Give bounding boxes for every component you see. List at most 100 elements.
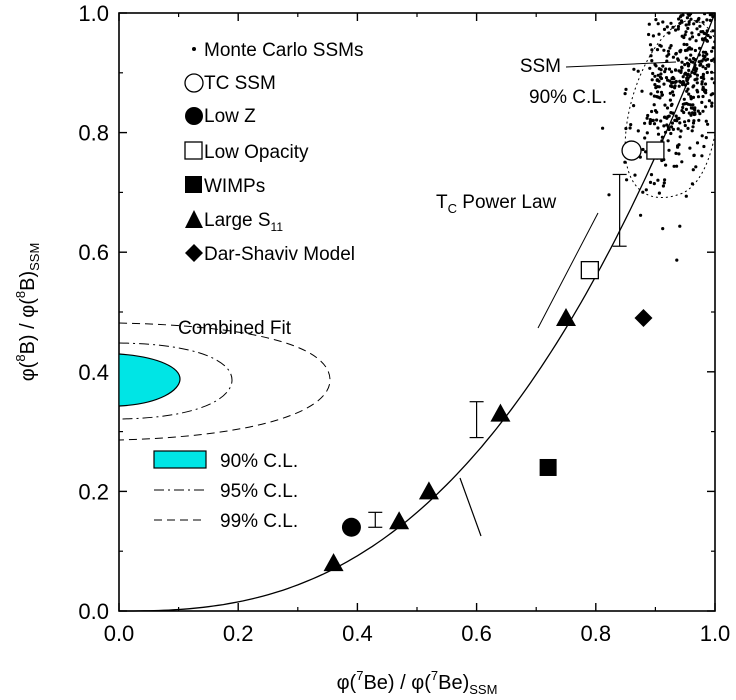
mc-point [705, 18, 709, 22]
mc-point [682, 35, 686, 40]
mc-point [683, 123, 687, 128]
mc-point [636, 69, 640, 73]
mc-point [695, 81, 699, 85]
legend-filled-triangle-marker [185, 210, 203, 228]
mc-point [689, 53, 693, 57]
mc-point [675, 258, 679, 262]
mc-point [625, 178, 629, 182]
legend-dot-marker [192, 47, 196, 51]
mc-point [668, 98, 673, 102]
mc-point [682, 97, 686, 101]
mc-point [689, 113, 693, 117]
mc-point [682, 81, 686, 85]
mc-point [704, 58, 708, 62]
mc-point [702, 87, 706, 92]
marker-low-opacity [580, 260, 599, 280]
mc-point [672, 164, 676, 168]
mc-point [643, 136, 647, 140]
legend-label-low-opacity: Low Opacity [204, 142, 309, 163]
mc-point [607, 193, 611, 197]
mc-point [644, 188, 648, 192]
mc-point [661, 184, 666, 188]
power-law-sub: C [448, 201, 457, 216]
mc-point [664, 163, 668, 167]
mc-point [661, 20, 665, 24]
y-tick-label: 0.2 [78, 479, 109, 504]
mc-point [639, 213, 643, 217]
mc-point [678, 121, 682, 125]
error-bars [368, 173, 627, 528]
mc-point [662, 82, 666, 86]
legend-open-circle-marker [184, 73, 204, 93]
mc-point [655, 118, 659, 122]
mc-point [696, 109, 700, 113]
mc-point [691, 125, 695, 129]
legend-99cl-label: 99% C.L. [220, 511, 298, 532]
mc-point [695, 27, 699, 31]
x-title-sup: 7 [356, 668, 363, 683]
mc-point [683, 120, 687, 124]
mc-point [687, 119, 691, 123]
mc-point [668, 46, 672, 50]
mc-point [676, 27, 680, 31]
mc-point [675, 164, 679, 168]
mc-point [667, 67, 672, 71]
power-law-t: T [436, 192, 448, 213]
mc-point [662, 27, 667, 31]
fit-contour-90 [119, 353, 181, 407]
mc-point [686, 126, 690, 130]
mc-point [689, 17, 693, 21]
x-tick-label: 0.8 [581, 621, 612, 646]
mc-point [687, 68, 691, 72]
x-tick-label: 1.0 [700, 621, 731, 646]
mc-point [683, 72, 687, 76]
mc-point [682, 42, 686, 47]
power-law-label: TC Power Law [436, 192, 557, 216]
mc-point [674, 68, 678, 72]
mc-point [679, 69, 683, 73]
mc-point [684, 194, 688, 198]
mc-point [701, 109, 705, 113]
mc-point [659, 72, 663, 76]
mc-point [632, 104, 636, 108]
mc-point [650, 118, 654, 123]
mc-point [696, 17, 701, 22]
y-title-sub: SSM [27, 243, 42, 271]
mc-point [710, 58, 714, 63]
mc-point [653, 109, 658, 113]
mc-point [659, 44, 663, 48]
mc-point [667, 31, 671, 35]
mc-point [659, 76, 664, 81]
mc-point [647, 32, 651, 37]
mc-point [703, 82, 708, 86]
mc-point [690, 31, 694, 35]
mc-point [693, 108, 697, 112]
mc-point [657, 32, 661, 36]
mc-point [691, 168, 695, 172]
mc-point [648, 43, 653, 47]
legend-open-square-marker [184, 141, 203, 160]
mc-point [711, 29, 715, 33]
mc-point [687, 111, 691, 115]
mc-point [647, 22, 651, 26]
mc-point [686, 26, 690, 30]
marker-low-opacity [646, 141, 665, 160]
mc-point [650, 48, 654, 52]
mc-point [663, 70, 667, 74]
mc-point [671, 25, 675, 29]
mc-point [650, 109, 654, 114]
mc-point [692, 22, 696, 26]
mc-point [695, 73, 700, 77]
mc-point [678, 21, 682, 25]
y-title-sup2: 8 [13, 291, 28, 298]
y-axis-title: φ(8B) / φ(8B)SSM [13, 243, 42, 382]
mc-point [652, 103, 656, 107]
ssm-90cl-contour [624, 20, 715, 198]
mc-point [669, 21, 673, 25]
mc-point [700, 59, 704, 63]
mc-point [690, 129, 694, 133]
mc-point [662, 181, 666, 185]
legend-filled-diamond-marker [185, 244, 203, 262]
mc-point [670, 121, 675, 125]
mc-point [707, 99, 712, 103]
